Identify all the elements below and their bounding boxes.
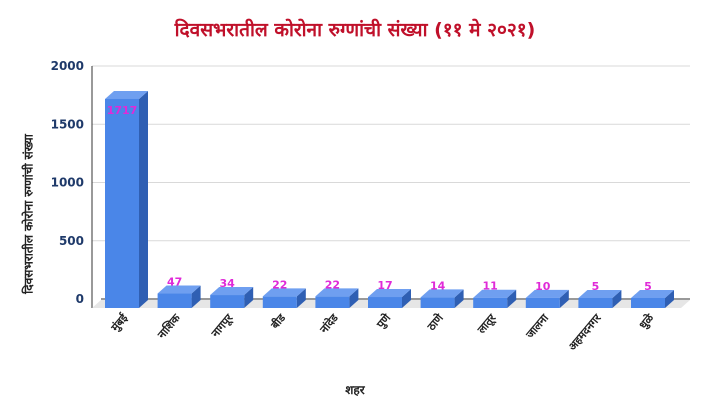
bar bbox=[525, 289, 569, 308]
bar-top bbox=[315, 288, 359, 297]
bar-side bbox=[244, 287, 254, 308]
x-tick-label: मुंबई bbox=[107, 310, 132, 335]
chart-title: दिवसभरातील कोरोना रुग्णांची संख्या (११ म… bbox=[174, 19, 536, 41]
y-tick-label: 1000 bbox=[51, 176, 84, 190]
data-label: 14 bbox=[430, 279, 446, 292]
bar-top bbox=[262, 288, 306, 297]
x-tick-label: बीड bbox=[267, 310, 289, 332]
bar-side bbox=[402, 289, 411, 308]
bar-side bbox=[296, 288, 306, 308]
x-tick-label: ठाणे bbox=[423, 310, 446, 334]
bar bbox=[315, 288, 359, 308]
data-label: 1717 bbox=[107, 104, 138, 117]
x-tick-label: पुणे bbox=[373, 310, 395, 332]
bar-side bbox=[612, 290, 622, 308]
y-tick-label: 0 bbox=[76, 292, 84, 306]
y-tick-label: 2000 bbox=[51, 59, 84, 73]
bar bbox=[473, 289, 517, 308]
data-label: 47 bbox=[167, 276, 182, 289]
bar-side bbox=[191, 285, 201, 308]
data-label: 10 bbox=[535, 280, 551, 293]
bar bbox=[105, 90, 148, 308]
x-tick-label: नांदेड bbox=[316, 310, 341, 336]
bar-side bbox=[454, 289, 464, 308]
bar-side bbox=[665, 290, 674, 308]
bar-top bbox=[473, 289, 517, 298]
data-label: 11 bbox=[483, 280, 498, 293]
bar-side bbox=[349, 288, 359, 308]
bar-front bbox=[578, 298, 613, 308]
bar-front bbox=[525, 297, 560, 308]
bar-front bbox=[631, 298, 665, 308]
bar bbox=[157, 285, 201, 308]
bar-top bbox=[157, 285, 201, 294]
bar bbox=[368, 289, 411, 308]
bar-front bbox=[262, 296, 297, 308]
x-tick-label: लातूर bbox=[474, 311, 499, 337]
bar-top bbox=[631, 290, 674, 298]
data-label: 5 bbox=[644, 280, 652, 293]
y-tick-label: 1500 bbox=[51, 117, 84, 131]
bar-front bbox=[157, 293, 192, 308]
bar bbox=[210, 287, 254, 308]
data-label: 22 bbox=[325, 278, 340, 291]
bar bbox=[578, 290, 622, 308]
x-axis-label: शहर bbox=[345, 383, 365, 397]
data-label: 17 bbox=[377, 279, 392, 292]
bar-side bbox=[507, 289, 517, 308]
y-tick-label: 500 bbox=[59, 234, 84, 248]
x-tick-label: नागपूर bbox=[208, 311, 236, 341]
bar bbox=[262, 288, 306, 308]
bar-front bbox=[315, 296, 350, 308]
bar-side bbox=[559, 289, 569, 308]
data-label: 34 bbox=[220, 277, 236, 290]
bar-front bbox=[473, 297, 508, 308]
bar-front bbox=[105, 98, 139, 308]
bar-top bbox=[420, 289, 464, 298]
x-tick-label: धुळे bbox=[636, 310, 658, 332]
bar bbox=[631, 290, 674, 308]
x-tick-label: जालना bbox=[523, 311, 552, 342]
bar-front bbox=[420, 297, 455, 308]
bar-top bbox=[105, 90, 148, 99]
bar bbox=[420, 289, 464, 308]
bar-top bbox=[210, 287, 254, 296]
bar-top bbox=[578, 290, 622, 298]
bar-top bbox=[525, 289, 569, 298]
bar-front bbox=[210, 295, 245, 308]
bar-side bbox=[139, 90, 148, 308]
bar-front bbox=[368, 297, 402, 308]
data-label: 22 bbox=[272, 278, 287, 291]
data-label: 5 bbox=[592, 280, 600, 293]
x-tick-label: नाशिक bbox=[154, 311, 184, 342]
x-tick-label: अहमदनगर bbox=[566, 311, 604, 353]
bar-top bbox=[368, 289, 411, 298]
